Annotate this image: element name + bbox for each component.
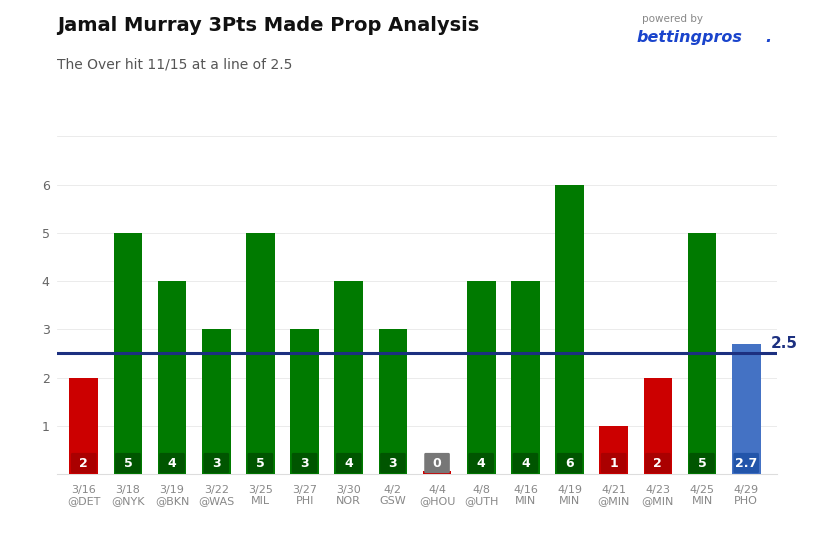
Text: 4: 4 bbox=[521, 457, 530, 470]
FancyBboxPatch shape bbox=[469, 453, 494, 473]
FancyBboxPatch shape bbox=[601, 453, 627, 473]
Text: 4: 4 bbox=[477, 457, 486, 470]
Text: 5: 5 bbox=[698, 457, 707, 470]
FancyBboxPatch shape bbox=[204, 453, 229, 473]
Bar bbox=[70, 378, 98, 474]
FancyBboxPatch shape bbox=[557, 453, 582, 473]
FancyBboxPatch shape bbox=[690, 453, 715, 473]
Bar bbox=[202, 329, 231, 474]
Text: .: . bbox=[765, 30, 771, 45]
Text: 5: 5 bbox=[256, 457, 265, 470]
FancyBboxPatch shape bbox=[115, 453, 141, 473]
Text: 1: 1 bbox=[609, 457, 618, 470]
Bar bbox=[644, 378, 672, 474]
Text: 5: 5 bbox=[124, 457, 133, 470]
Text: 0: 0 bbox=[433, 457, 442, 470]
FancyBboxPatch shape bbox=[425, 453, 450, 473]
Text: 2: 2 bbox=[654, 457, 663, 470]
Bar bbox=[158, 281, 187, 474]
Bar bbox=[467, 281, 496, 474]
Bar bbox=[600, 426, 628, 474]
FancyBboxPatch shape bbox=[248, 453, 273, 473]
FancyBboxPatch shape bbox=[513, 453, 538, 473]
FancyBboxPatch shape bbox=[336, 453, 362, 473]
Bar bbox=[335, 281, 363, 474]
Text: 2: 2 bbox=[79, 457, 88, 470]
Text: 6: 6 bbox=[565, 457, 574, 470]
Text: 3: 3 bbox=[212, 457, 221, 470]
Bar bbox=[114, 233, 142, 474]
FancyBboxPatch shape bbox=[645, 453, 671, 473]
Text: 2.7: 2.7 bbox=[735, 457, 757, 470]
Text: bettingpros: bettingpros bbox=[636, 30, 742, 45]
FancyBboxPatch shape bbox=[380, 453, 406, 473]
FancyBboxPatch shape bbox=[160, 453, 185, 473]
Text: The Over hit 11/15 at a line of 2.5: The Over hit 11/15 at a line of 2.5 bbox=[57, 57, 293, 71]
Text: 3: 3 bbox=[389, 457, 398, 470]
FancyBboxPatch shape bbox=[734, 453, 759, 473]
FancyBboxPatch shape bbox=[71, 453, 97, 473]
Text: 2.5: 2.5 bbox=[771, 336, 798, 350]
Bar bbox=[246, 233, 275, 474]
Bar bbox=[423, 471, 452, 474]
Bar bbox=[688, 233, 717, 474]
Text: powered by: powered by bbox=[642, 14, 703, 23]
Text: Jamal Murray 3Pts Made Prop Analysis: Jamal Murray 3Pts Made Prop Analysis bbox=[57, 16, 479, 35]
Bar bbox=[732, 344, 761, 474]
Bar bbox=[379, 329, 407, 474]
Bar bbox=[555, 185, 584, 474]
Bar bbox=[290, 329, 319, 474]
Text: 4: 4 bbox=[168, 457, 177, 470]
Text: 3: 3 bbox=[300, 457, 309, 470]
Bar bbox=[511, 281, 540, 474]
Text: 4: 4 bbox=[344, 457, 353, 470]
FancyBboxPatch shape bbox=[292, 453, 317, 473]
